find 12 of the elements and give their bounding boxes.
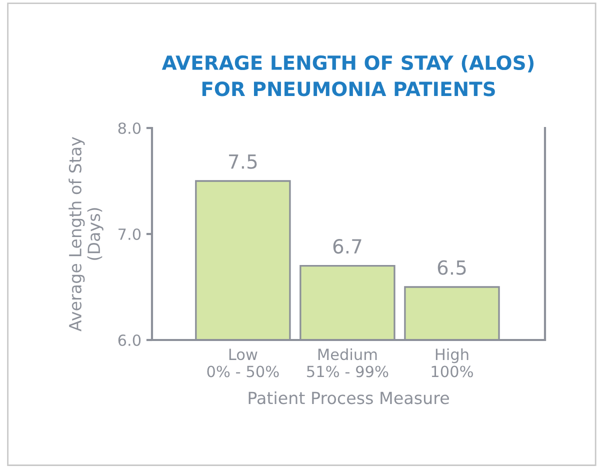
y-tick-label: 8.0 (118, 122, 141, 134)
x-tick-label: Low 0% - 50% (207, 348, 279, 378)
x-tick-label: Medium 51% - 99% (307, 348, 388, 378)
chart-title: AVERAGE LENGTH OF STAY (ALOS) FOR PNEUMONIA PATIENTS (162, 55, 534, 96)
x-tick-label: High 100% (432, 348, 473, 378)
data-label: 6.5 (438, 260, 466, 275)
y-axis-title: Average Length of Stay (Days) (68, 136, 104, 332)
data-label: 6.7 (333, 238, 362, 254)
y-tick-label: 7.0 (118, 228, 141, 240)
x-axis-title: Patient Process Measure (248, 391, 449, 404)
data-label: 7.5 (229, 154, 257, 169)
y-tick-label: 6.0 (118, 334, 141, 346)
